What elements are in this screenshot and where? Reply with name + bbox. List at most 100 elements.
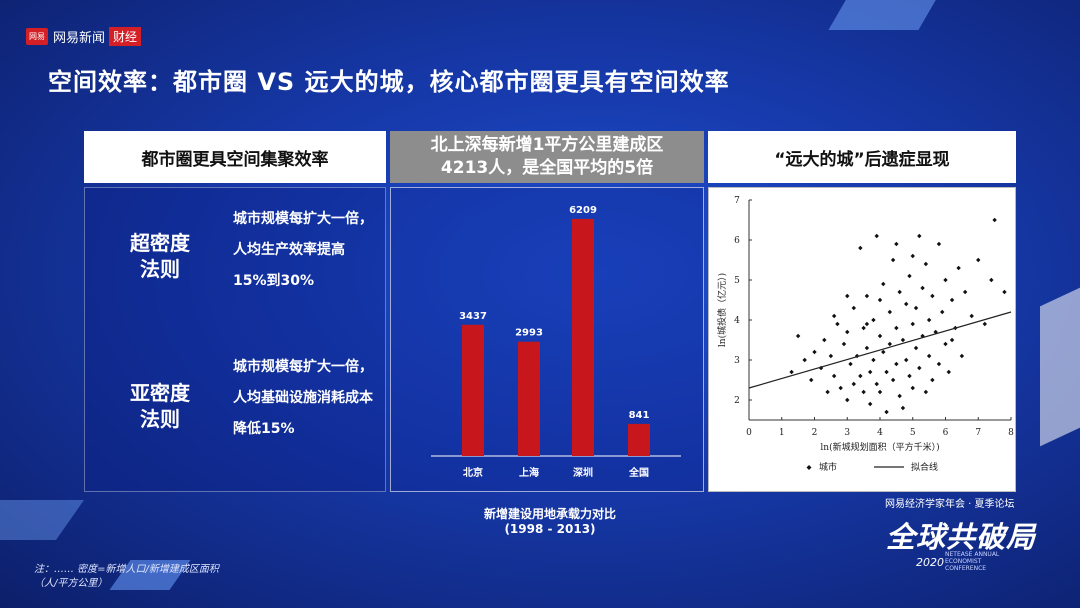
scatter-point-83 <box>845 293 850 299</box>
page-title: 空间效率：都市圈 VS 远大的城，核心都市圈更具有空间效率 <box>48 68 730 96</box>
scatter-point-22 <box>861 389 866 395</box>
scatter-legend-marker <box>806 465 812 470</box>
scatter-point-30 <box>874 233 879 239</box>
scatter-point-57 <box>920 285 925 291</box>
scatter-point-53 <box>913 305 919 311</box>
scatter-point-81 <box>992 217 997 223</box>
scatter-point-17 <box>851 381 856 387</box>
middle-panel-header: 北上深每新增1平方公里建成区4213人，是全国平均的5倍 <box>390 131 704 183</box>
scatter-point-47 <box>904 301 909 307</box>
scatter-point-43 <box>897 289 902 295</box>
scatter-point-69 <box>943 341 948 347</box>
scatter-point-24 <box>864 345 870 351</box>
scatter-point-27 <box>871 317 876 323</box>
scatter-point-23 <box>864 293 870 299</box>
scatter-x-tick-label-8: 8 <box>1008 428 1014 438</box>
bar-chart-caption-title: 新增建设用地承载力对比 <box>483 507 616 521</box>
scatter-point-52 <box>910 385 915 391</box>
scatter-y-tick-label-5: 7 <box>734 196 740 206</box>
scatter-point-44 <box>897 393 902 399</box>
scatter-point-60 <box>923 261 929 267</box>
scatter-point-68 <box>940 309 945 315</box>
bar-3 <box>628 423 650 456</box>
scatter-x-tick-label-6: 6 <box>943 428 949 438</box>
scatter-point-48 <box>904 357 909 363</box>
conference-slogan: 全球共破局 <box>886 520 1037 554</box>
scatter-legend-line-label: 拟合线 <box>911 461 938 473</box>
scatter-point-51 <box>910 321 915 327</box>
scatter-point-20 <box>858 373 863 379</box>
scatter-point-64 <box>930 377 935 383</box>
bar-1 <box>518 341 540 456</box>
scatter-point-71 <box>946 369 951 375</box>
bar-value-label-0: 3437 <box>459 311 487 322</box>
scatter-point-74 <box>956 265 961 271</box>
scatter-point-8 <box>828 353 834 359</box>
scatter-point-25 <box>867 369 873 375</box>
scatter-point-11 <box>838 385 843 391</box>
conference-subtitle: NETEASE ANNUAL ECONOMIST CONFERENCE <box>945 551 1000 572</box>
footnote-line-1: 注：…… 密度=新增人口/新增建成区面积 <box>34 564 219 575</box>
scatter-point-46 <box>900 405 906 411</box>
scatter-point-63 <box>930 293 935 299</box>
bar-value-label-1: 2993 <box>515 328 543 339</box>
scatter-panel: 0 1 2 3 4 5 6 7 8 2 3 4 5 6 7 ln(新城规划面积（平方千米）) ln(城投债（亿元… <box>708 187 1016 492</box>
scatter-point-34 <box>881 349 886 355</box>
scatter-point-38 <box>887 341 893 347</box>
scatter-point-15 <box>848 361 853 367</box>
scatter-point-50 <box>907 273 912 279</box>
scatter-x-tick-label-2: 2 <box>812 428 818 438</box>
bar-0 <box>462 324 484 456</box>
conference-name: 网易经济学家年会 · 夏季论坛 <box>885 499 1015 510</box>
scatter-point-54 <box>913 345 919 351</box>
scatter-point-13 <box>845 397 850 403</box>
scatter-x-tick-label-7: 7 <box>975 428 981 438</box>
law-1-name: 超密度 法则 <box>130 231 190 281</box>
scatter-point-7 <box>825 389 830 395</box>
footnote: 注：…… 密度=新增人口/新增建成区面积 （人/平方公里） <box>34 563 219 591</box>
scatter-point-21 <box>861 325 866 331</box>
scatter-point-61 <box>926 317 932 323</box>
scatter-y-tick-label-1: 3 <box>734 356 740 366</box>
conference-year: 2020 <box>916 556 944 569</box>
scatter-x-tick-label-5: 5 <box>910 428 916 438</box>
decor-shape-top <box>828 0 942 30</box>
scatter-y-tick-label-0: 2 <box>734 396 740 406</box>
scatter-point-72 <box>949 297 955 303</box>
scatter-point-28 <box>871 357 876 363</box>
scatter-point-0 <box>789 369 794 375</box>
bar-chart-caption: 新增建设用地承载力对比 (1998 - 2013) <box>470 505 630 536</box>
bar-category-label-0: 北京 <box>463 466 483 479</box>
scatter-point-16 <box>851 305 856 311</box>
scatter-point-56 <box>917 365 922 371</box>
scatter-point-80 <box>989 277 994 283</box>
scatter-point-9 <box>831 373 837 379</box>
left-panel-header: 都市圈更具空间集聚效率 <box>84 131 386 183</box>
scatter-point-78 <box>976 257 981 263</box>
bar-chart-panel: 3437 北京 2993 上海 6209 深圳 841 全国 <box>390 187 704 492</box>
scatter-point-14 <box>845 329 850 335</box>
scatter-point-75 <box>959 353 965 359</box>
scatter-point-12 <box>841 341 847 347</box>
brand-section: 财经 <box>109 27 142 46</box>
scatter-point-66 <box>936 241 942 247</box>
bar-2 <box>572 218 594 456</box>
scatter-legend-points-label: 城市 <box>819 461 837 473</box>
scatter-point-49 <box>907 373 912 379</box>
scatter-point-6 <box>822 337 827 343</box>
scatter-point-29 <box>874 381 879 387</box>
scatter-point-89 <box>877 297 883 303</box>
bar-category-label-1: 上海 <box>519 466 539 479</box>
scatter-x-tick-label-3: 3 <box>844 428 850 438</box>
scatter-point-59 <box>923 389 929 395</box>
footnote-line-2: （人/平方公里） <box>34 578 108 589</box>
scatter-point-87 <box>949 337 955 343</box>
scatter-point-26 <box>867 401 873 407</box>
scatter-point-85 <box>894 241 899 247</box>
scatter-y-tick-label-4: 6 <box>734 236 740 246</box>
scatter-point-35 <box>884 369 889 375</box>
left-panel: 超密度 法则 城市规模每扩大一倍，人均生产效率提高15%到30% 亚密度 法则 … <box>84 187 386 492</box>
scatter-point-82 <box>1002 289 1007 295</box>
scatter-point-76 <box>962 289 968 295</box>
law-2-desc: 城市规模每扩大一倍，人均基础设施消耗成本降低15% <box>233 359 373 437</box>
